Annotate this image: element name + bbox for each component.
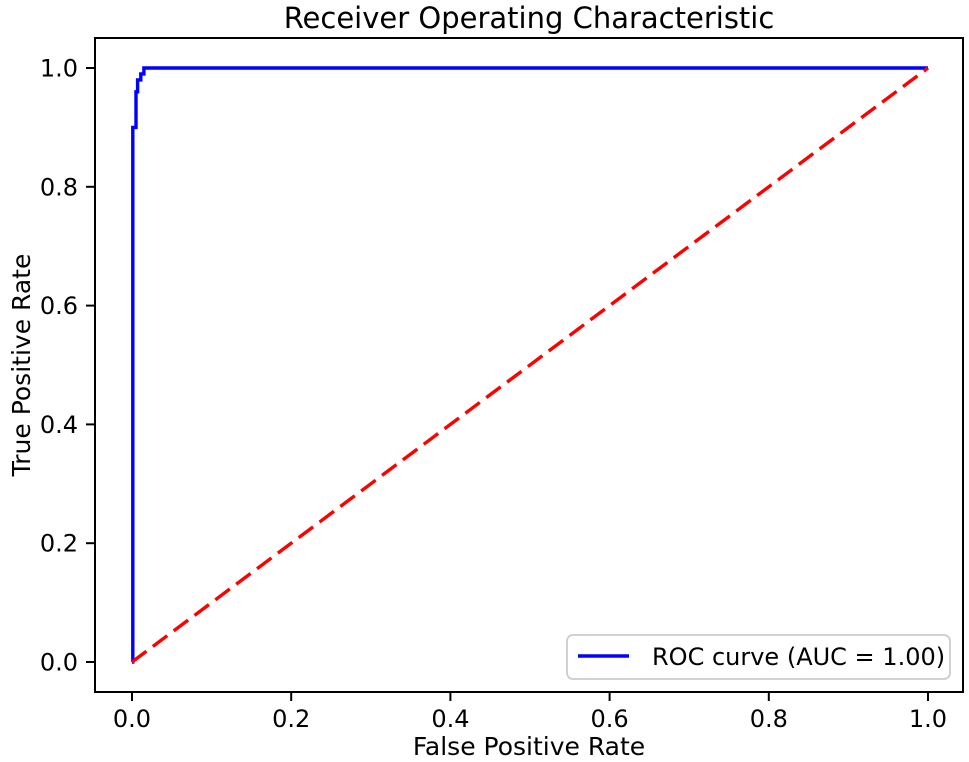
y-tick-label: 0.4 — [40, 411, 78, 439]
plot-frame — [94, 37, 964, 693]
y-tick-label: 1.0 — [40, 55, 78, 83]
legend: ROC curve (AUC = 1.00) — [566, 634, 951, 680]
x-tick-label: 0.8 — [750, 705, 788, 733]
x-tick-label: 0.0 — [113, 705, 151, 733]
x-tick-label: 0.2 — [272, 705, 310, 733]
x-axis-label: False Positive Rate — [413, 732, 645, 761]
chart-title: Receiver Operating Characteristic — [284, 1, 775, 35]
y-axis-ticks: 0.0 0.2 0.4 0.6 0.8 1.0 — [40, 55, 95, 677]
x-tick-label: 0.4 — [431, 705, 469, 733]
y-tick-label: 0.8 — [40, 173, 78, 201]
legend-roc-label: ROC curve (AUC = 1.00) — [652, 643, 945, 671]
y-axis-label: True Positive Rate — [7, 254, 36, 478]
legend-box — [566, 634, 951, 680]
y-tick-label: 0.6 — [40, 292, 78, 320]
y-tick-label: 0.0 — [40, 649, 78, 677]
x-axis-ticks: 0.0 0.2 0.4 0.6 0.8 1.0 — [113, 692, 947, 733]
roc-curve-line — [131, 66, 928, 664]
chance-diagonal-line — [130, 66, 930, 664]
x-tick-label: 1.0 — [909, 705, 947, 733]
series-layer — [130, 66, 930, 664]
x-tick-label: 0.6 — [591, 705, 629, 733]
y-tick-label: 0.2 — [40, 530, 78, 558]
